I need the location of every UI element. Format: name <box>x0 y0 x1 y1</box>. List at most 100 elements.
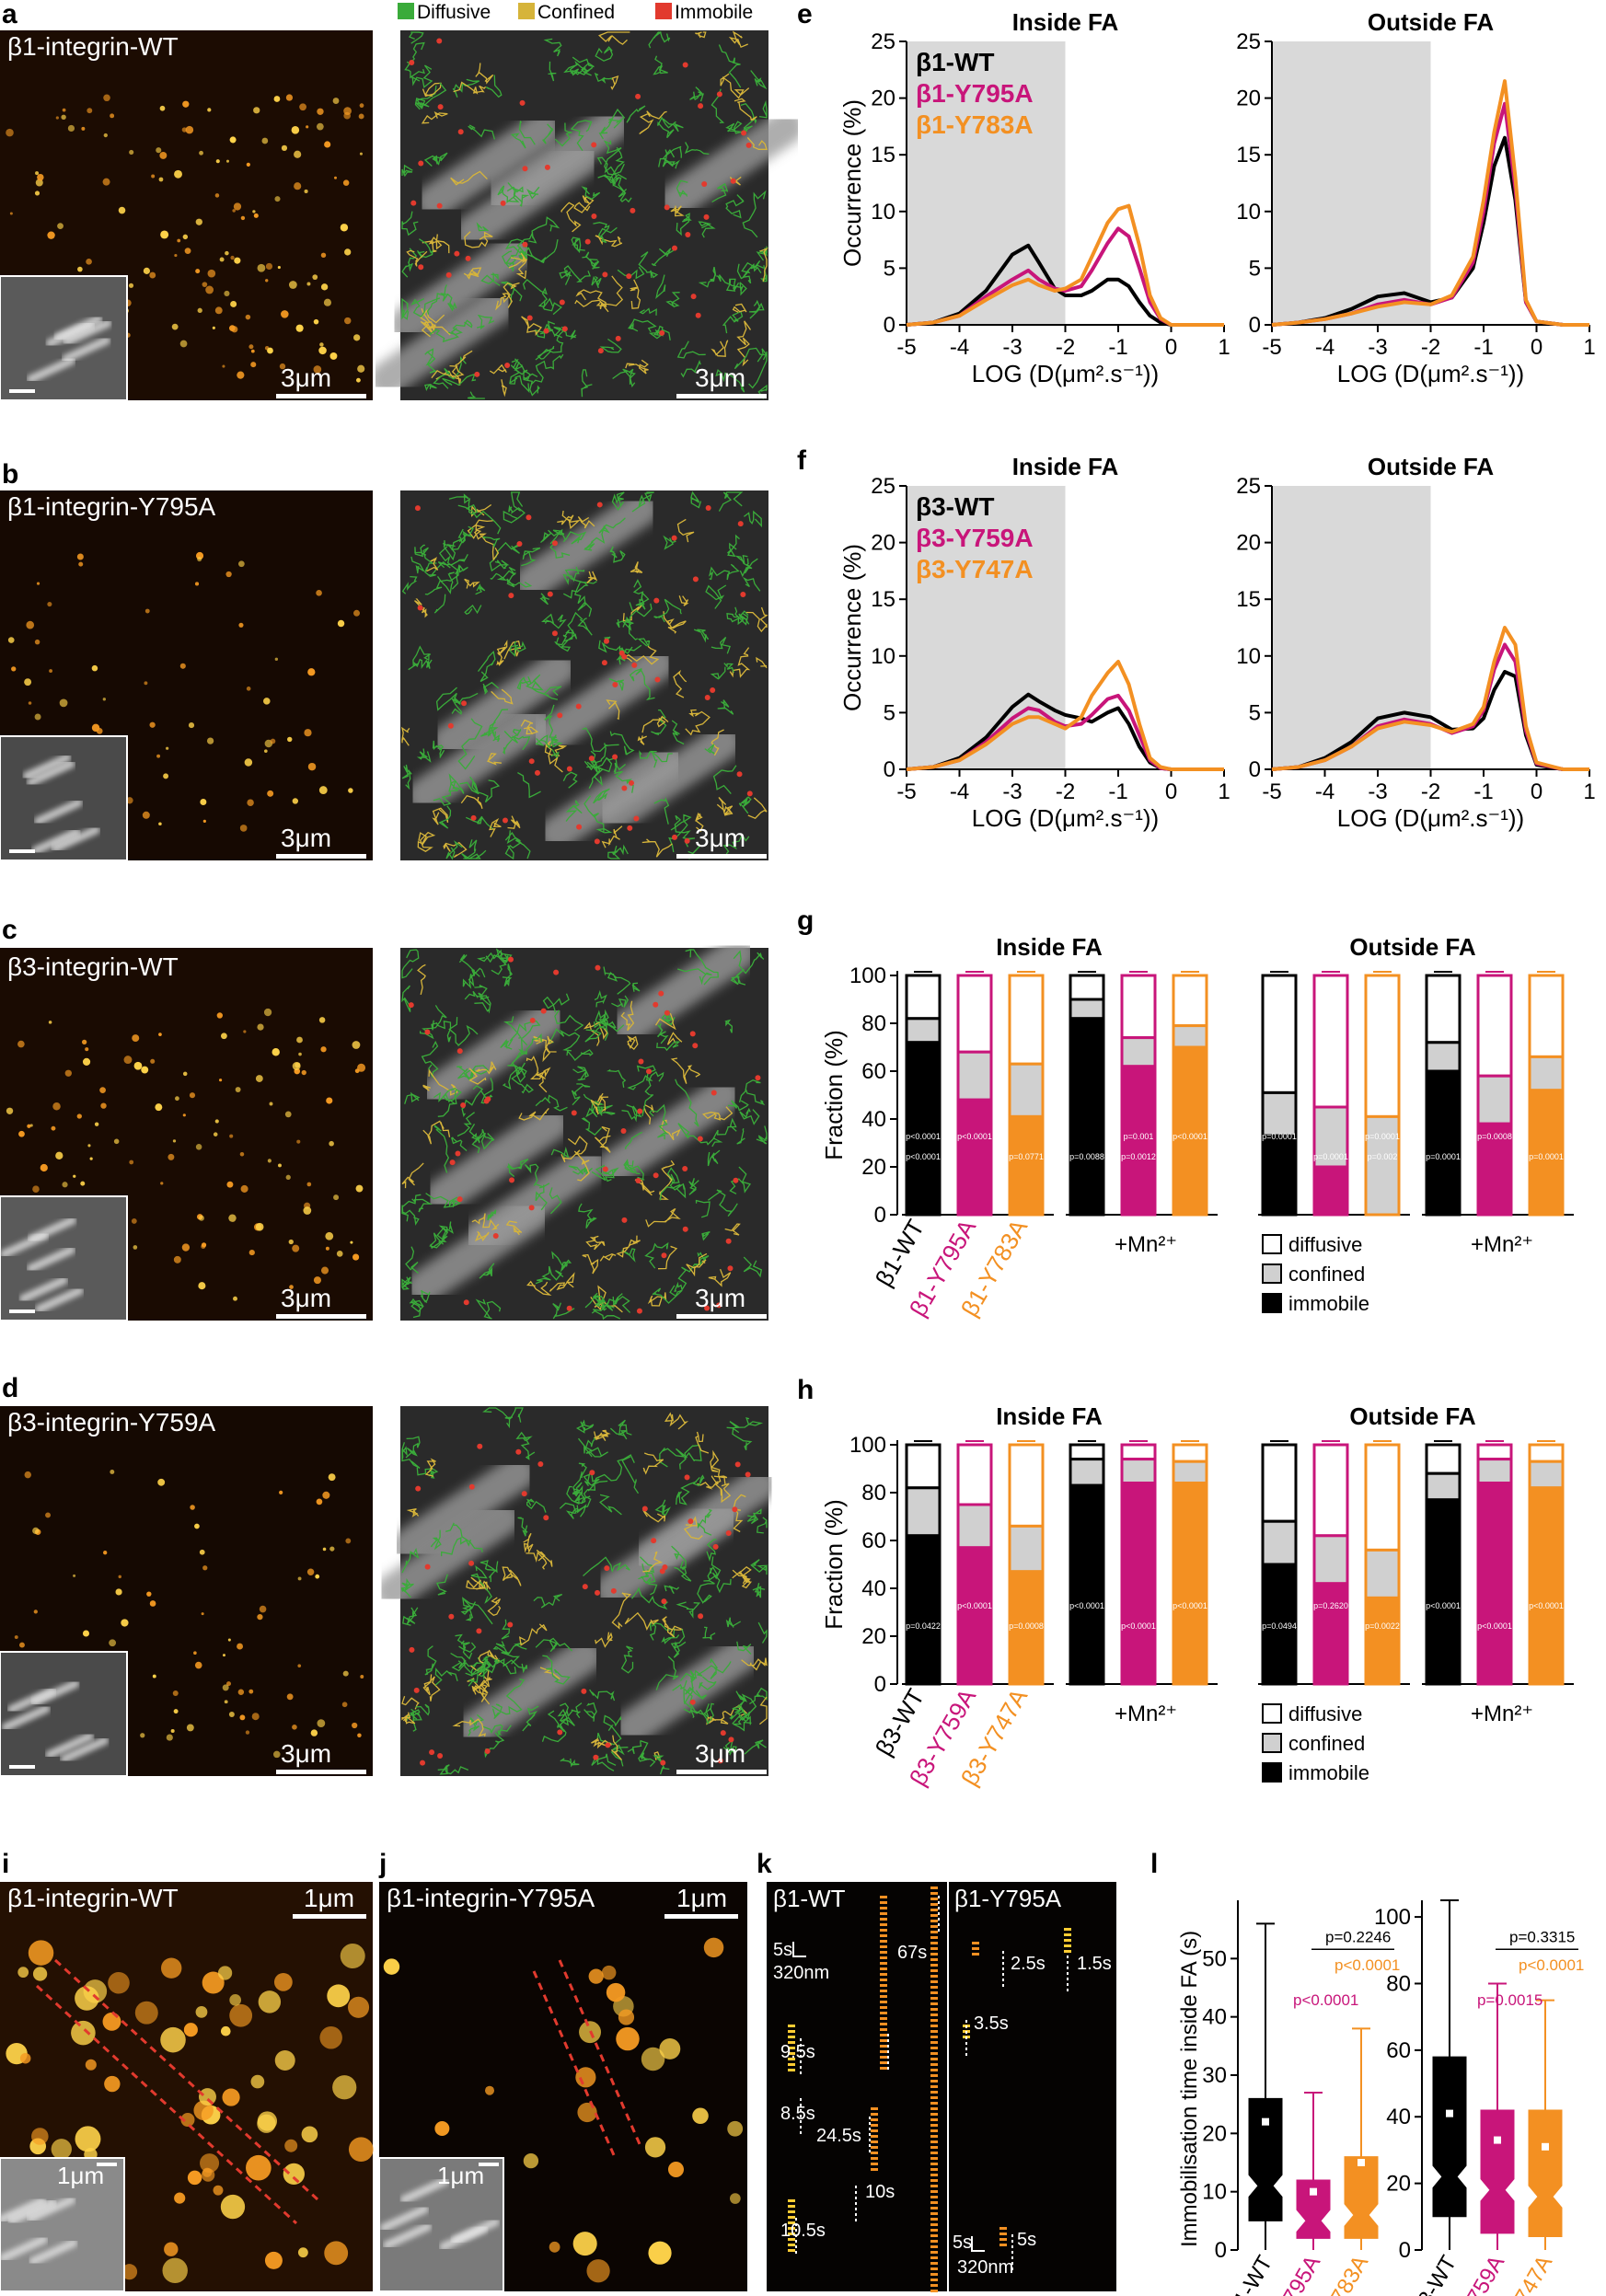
trajectory <box>578 1462 587 1479</box>
fluorescent-spot <box>199 150 203 156</box>
fluorescent-spot <box>103 1551 108 1555</box>
trajectory <box>607 844 629 860</box>
trajectory <box>641 715 669 733</box>
trajectory <box>460 794 483 809</box>
fluorescent-spot <box>285 94 294 101</box>
p-value: p<0.0001 <box>1334 1956 1400 1974</box>
immobile-trajectory <box>410 200 417 206</box>
trajectory <box>491 1703 503 1720</box>
fluorescent-spot <box>230 255 235 260</box>
fluorescent-spot <box>121 1619 129 1627</box>
trajectory <box>467 1667 491 1690</box>
immobile-trajectory <box>448 1613 455 1620</box>
trajectory <box>522 278 548 307</box>
x-tick-label: 0 <box>1531 779 1542 804</box>
trajectory <box>661 1010 676 1026</box>
immobile-trajectory <box>521 1491 527 1497</box>
fluorescent-spot <box>270 738 276 744</box>
kymo-dash <box>788 2199 795 2202</box>
trajectory <box>557 510 581 529</box>
trajectory <box>510 133 526 149</box>
immobile-trajectory <box>716 91 722 98</box>
immobile-trajectory <box>660 1759 666 1766</box>
trajectory <box>752 1583 766 1598</box>
kymo-dash <box>930 2135 938 2138</box>
trajectory <box>501 281 523 303</box>
trajectory <box>734 554 753 578</box>
y-tick-label: 10 <box>1236 644 1261 669</box>
fluorescent-spot <box>239 1714 246 1721</box>
fluorescent-spot <box>246 2154 272 2181</box>
trajectory <box>697 1580 715 1604</box>
x-tick-label: -3 <box>1368 779 1387 804</box>
trajectory <box>448 773 465 794</box>
bar-diffusive <box>905 974 942 1021</box>
trajectory <box>695 1199 711 1218</box>
svg-text:1μm: 1μm <box>676 1884 727 1912</box>
trajectory <box>437 553 468 569</box>
trajectory <box>624 1611 659 1632</box>
svg-text:3μm: 3μm <box>695 1739 745 1768</box>
trajectory <box>686 1252 708 1277</box>
trajectory <box>693 629 710 643</box>
trajectory <box>480 271 501 286</box>
trajectory <box>458 525 474 544</box>
panel-a-label: β1-integrin-WT <box>7 32 179 61</box>
fluorescent-spot <box>214 1119 219 1124</box>
trajectory <box>484 1732 505 1759</box>
trajectory <box>733 950 765 975</box>
trajectory <box>663 535 676 550</box>
y-axis-label: Fraction (%) <box>820 1030 848 1160</box>
trajectory <box>475 583 486 595</box>
immobile-trajectory <box>519 99 526 106</box>
fluorescent-spot <box>160 230 169 239</box>
fluorescent-spot <box>6 1107 14 1114</box>
trajectory <box>617 266 645 280</box>
bar-diffusive <box>1476 974 1513 1078</box>
fluorescent-spot <box>239 1151 245 1157</box>
trajectory <box>649 1103 669 1140</box>
stack-legend-swatch <box>1262 1762 1282 1783</box>
bar-diffusive <box>1312 974 1349 1109</box>
fluorescent-spot <box>110 1470 115 1474</box>
fluorescent-spot <box>327 1984 351 2008</box>
trajectory <box>468 1124 480 1154</box>
kymo-dash <box>930 2234 938 2237</box>
trajectory <box>489 817 502 837</box>
mn-label: +Mn²⁺ <box>1115 1232 1177 1257</box>
fluorescent-spot <box>202 819 206 823</box>
kymo-dash <box>788 2221 795 2224</box>
trajectory <box>425 1193 462 1208</box>
trajectory <box>555 611 583 646</box>
fluorescent-spot <box>228 325 236 331</box>
chart-title: Outside FA <box>1368 453 1494 480</box>
trajectory <box>612 1293 631 1313</box>
fluorescent-spot <box>152 1674 156 1679</box>
trajectory <box>421 111 448 124</box>
trajectory <box>458 953 480 977</box>
fluorescent-spot <box>264 2251 283 2269</box>
trajectory <box>487 1597 502 1617</box>
trajectory <box>501 250 514 272</box>
immobile-trajectory <box>528 1205 535 1211</box>
fluorescent-spot <box>253 107 260 114</box>
fluorescent-spot <box>257 1614 263 1621</box>
fluorescent-spot <box>299 103 306 111</box>
bar-diffusive <box>1069 974 1105 1001</box>
trajectory <box>521 547 541 567</box>
trajectory <box>401 1695 420 1710</box>
trajectory <box>473 1061 497 1075</box>
svg-text:5s: 5s <box>1017 2230 1036 2250</box>
trajectory <box>644 1071 664 1096</box>
trajectory <box>639 307 657 316</box>
track-legend: Diffusive Confined Immobile <box>398 2 753 23</box>
kymo-dash <box>1064 1928 1071 1931</box>
trajectory <box>598 31 630 45</box>
kymo-dash <box>880 2028 887 2031</box>
fluorescent-spot <box>226 1181 234 1188</box>
trajectory <box>732 1690 757 1725</box>
trajectory <box>549 1187 562 1215</box>
trajectory <box>474 992 491 1014</box>
immobile-trajectory <box>631 662 638 668</box>
immobile-trajectory <box>610 1587 617 1594</box>
